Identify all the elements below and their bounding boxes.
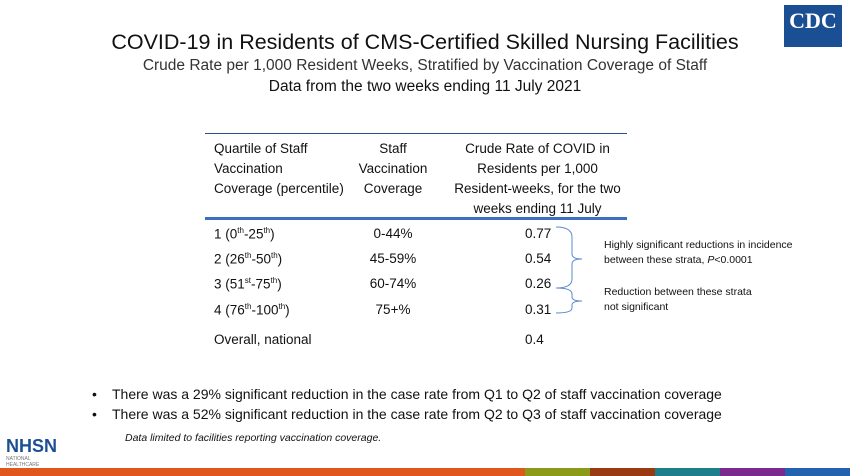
color-bar-segment	[590, 468, 655, 476]
header-coverage: Staff Vaccination Coverage	[358, 141, 428, 196]
color-bar-segment	[0, 468, 525, 476]
rate-cell: 0.77	[525, 226, 552, 241]
significance-brackets	[555, 226, 583, 314]
bullet-2: • There was a 52% significant reduction i…	[92, 406, 722, 422]
quartile-cell: 4 (76th-100th)	[214, 302, 290, 318]
rate-table: Quartile of Staff Vaccination Coverage (…	[205, 133, 627, 347]
coverage-cell: 60-74%	[369, 276, 417, 291]
color-bar-segment	[785, 468, 850, 476]
overall-rate: 0.4	[525, 332, 544, 347]
rate-cell: 0.54	[525, 251, 552, 266]
quartile-cell: 1 (0th-25th)	[214, 226, 275, 242]
not-significant-note-line1: Reduction between these strata	[604, 286, 752, 298]
coverage-cell: 0-44%	[373, 226, 413, 241]
not-significant-note-line2: not significant	[604, 301, 669, 313]
slide-subtitle: Crude Rate per 1,000 Resident Weeks, Str…	[142, 57, 708, 74]
color-bar-segment	[525, 468, 590, 476]
significant-note: Highly significant reductions in inciden…	[604, 238, 793, 268]
coverage-cell: 75+%	[375, 302, 411, 317]
footnote: Data limited to facilities reporting vac…	[125, 432, 382, 444]
significant-note-line2: between these strata, P<0.0001	[604, 254, 753, 266]
quartile-cell: 2 (26th-50th)	[214, 251, 283, 267]
data-period: Data from the two weeks ending 11 July 2…	[268, 78, 582, 95]
coverage-cell: 45-59%	[369, 251, 417, 266]
overall-label: Overall, national	[214, 332, 312, 347]
header-quartile: Quartile of Staff Vaccination Coverage (…	[214, 141, 344, 196]
bracket-significant	[555, 226, 583, 289]
quartile-cell: 3 (51st-75th)	[214, 276, 282, 292]
cdc-logo: CDC	[784, 5, 842, 47]
rate-cell: 0.31	[525, 302, 552, 317]
rate-cell: 0.26	[525, 276, 552, 291]
bracket-not-significant	[555, 287, 583, 314]
cdc-logo-text: CDC	[789, 8, 837, 33]
nhsn-logo: NHSN	[6, 436, 58, 456]
bullet-1: • There was a 29% significant reduction i…	[92, 386, 722, 402]
footer-color-bar	[0, 468, 850, 476]
color-bar-segment	[655, 468, 720, 476]
header-divider	[205, 217, 627, 220]
significant-note-line1: Highly significant reductions in inciden…	[604, 239, 793, 251]
not-significant-note: Reduction between these strata not signi…	[604, 285, 752, 315]
slide-title: COVID-19 in Residents of CMS-Certified S…	[111, 30, 739, 54]
color-bar-segment	[720, 468, 785, 476]
header-rate: Crude Rate of COVID in Residents per 1,0…	[454, 141, 621, 216]
